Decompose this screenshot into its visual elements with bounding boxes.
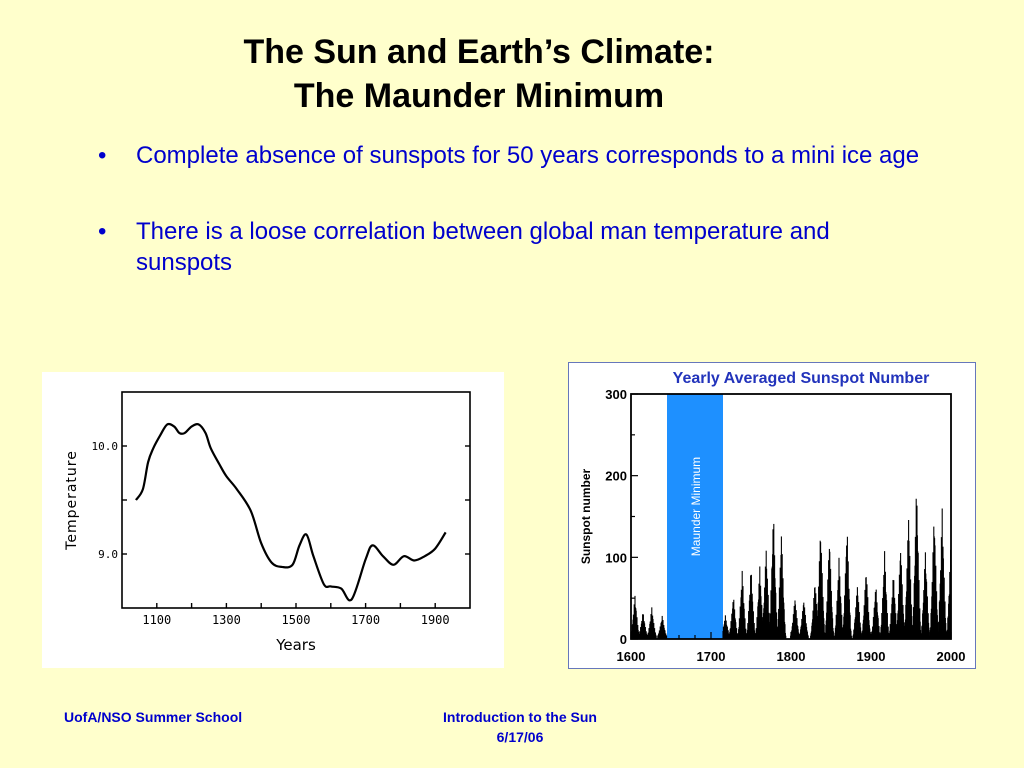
- x-tick-label: 1800: [777, 649, 806, 664]
- bullet-item: • Complete absence of sunspots for 50 ye…: [98, 140, 928, 171]
- x-tick-label: 1900: [857, 649, 886, 664]
- x-tick-label: 1700: [351, 613, 380, 627]
- bullet-item: • There is a loose correlation between g…: [98, 216, 928, 278]
- footer-date: 6/17/06: [496, 729, 544, 745]
- x-tick-label: 1300: [212, 613, 241, 627]
- x-tick-label: 1700: [697, 649, 726, 664]
- bullet-dot: •: [98, 218, 107, 245]
- y-tick-label: 9.0: [98, 548, 118, 561]
- y-tick-label: 100: [605, 550, 627, 565]
- x-tick-label: 1100: [142, 613, 171, 627]
- bullet-text: Complete absence of sunspots for 50 year…: [136, 142, 920, 169]
- maunder-band: [667, 394, 723, 639]
- x-tick-label: 1500: [282, 613, 311, 627]
- temperature-chart-svg: 1100 1300 1500 1700 1900 10.0 9.0 Years Temperat…: [64, 391, 471, 654]
- y-tick-label: 300: [605, 387, 627, 402]
- y-tick-label: 10.0: [92, 440, 119, 453]
- x-axis-label: Years: [275, 636, 316, 654]
- y-axis-label: Sunspot number: [579, 469, 593, 565]
- x-tick-label: 2000: [937, 649, 966, 664]
- x-tick-label: 1600: [617, 649, 646, 664]
- slide-title-line1: The Sun and Earth’s Climate:: [243, 33, 715, 71]
- footer-course: Introduction to the Sun 6/17/06: [420, 707, 620, 747]
- slide-title-line2: The Maunder Minimum: [293, 77, 665, 115]
- bullet-list: • Complete absence of sunspots for 50 ye…: [98, 140, 928, 323]
- y-tick-label: 200: [605, 469, 627, 484]
- chart-title: Yearly Averaged Sunspot Number: [673, 370, 930, 387]
- x-tick-label: 1900: [421, 613, 450, 627]
- plot-frame: [121, 391, 471, 609]
- footer-school: UofA/NSO Summer School: [64, 709, 243, 725]
- sunspot-chart-svg: Yearly Averaged Sunspot Number Maunder Mi…: [579, 370, 966, 664]
- temperature-chart: 1100 1300 1500 1700 1900 10.0 9.0 Years Temperat…: [42, 372, 504, 668]
- y-tick-label: 0: [620, 632, 627, 647]
- maunder-minimum-label: Maunder Minimum: [689, 457, 703, 556]
- footer-course-title: Introduction to the Sun: [443, 709, 597, 725]
- y-axis-label: Temperature: [64, 450, 80, 551]
- slide-title: The Sun and Earth’s Climate: The Maunder…: [0, 30, 958, 118]
- bullet-text: There is a loose correlation between glo…: [136, 218, 830, 276]
- temperature-series-line: [134, 422, 447, 602]
- sunspot-chart: Yearly Averaged Sunspot Number Maunder Mi…: [568, 362, 976, 669]
- bullet-dot: •: [98, 142, 107, 169]
